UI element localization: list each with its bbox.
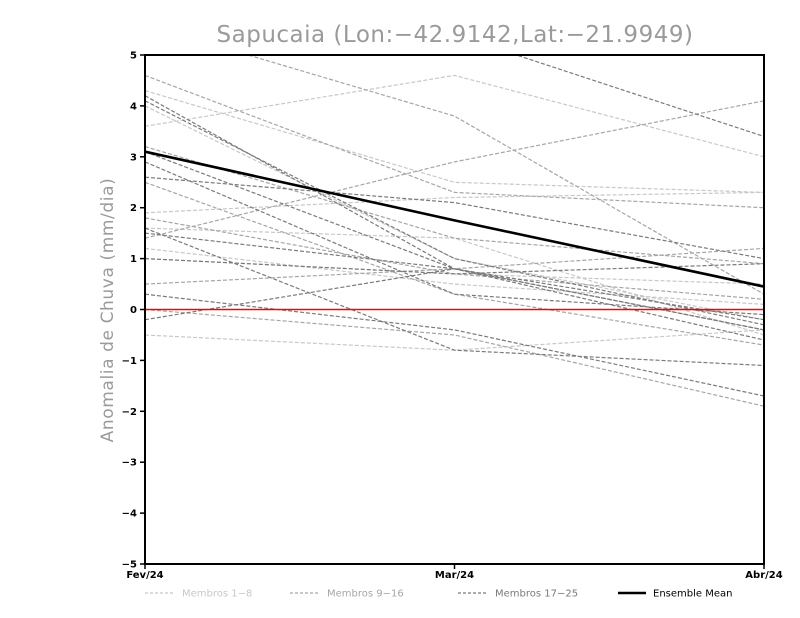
member-line-group3-4 bbox=[145, 232, 764, 331]
member-line-group3-11 bbox=[145, 161, 764, 316]
y-tick-label: 2 bbox=[130, 203, 137, 214]
y-tick-label: 3 bbox=[130, 152, 137, 163]
y-tick-label: −2 bbox=[122, 407, 137, 418]
ensemble-mean-layer bbox=[145, 150, 764, 288]
member-line-group2-1 bbox=[145, 74, 764, 209]
series-layer bbox=[145, 55, 764, 407]
y-tick-label: −3 bbox=[122, 458, 137, 469]
x-axis-ticks: Fev/24 Mar/24 Abr/24 bbox=[126, 564, 783, 581]
y-tick-label: 0 bbox=[130, 305, 137, 316]
legend-label: Membros 17−25 bbox=[495, 589, 578, 600]
member-line-group1-5 bbox=[145, 329, 764, 351]
member-line-group3-8 bbox=[145, 151, 764, 341]
legend-label: Membros 1−8 bbox=[182, 589, 252, 600]
y-tick-label: −1 bbox=[122, 356, 137, 367]
member-line-group3-9 bbox=[145, 227, 764, 367]
chart-title: Sapucaia (Lon:−42.9142,Lat:−21.9949) bbox=[217, 22, 694, 48]
member-line-group1-7 bbox=[145, 105, 764, 321]
y-axis-label: Anomalia de Chuva (mm/dia) bbox=[98, 178, 118, 443]
member-line-group3-3 bbox=[145, 176, 764, 260]
y-tick-label: −5 bbox=[122, 560, 137, 571]
member-line-group3-10 bbox=[514, 55, 764, 137]
member-line-group1-4 bbox=[145, 247, 764, 305]
member-line-group2-6 bbox=[145, 181, 764, 346]
x-tick-label: Fev/24 bbox=[126, 570, 163, 581]
member-line-group2-3 bbox=[145, 146, 764, 265]
member-line-group2-7 bbox=[145, 308, 764, 407]
y-tick-label: 5 bbox=[130, 51, 137, 62]
y-tick-label: 1 bbox=[130, 254, 137, 265]
member-line-group2-2 bbox=[145, 100, 764, 239]
x-tick-label: Mar/24 bbox=[435, 570, 474, 581]
member-line-group1-8 bbox=[145, 258, 764, 285]
member-line-group1-1 bbox=[145, 74, 764, 158]
x-tick-label: Abr/24 bbox=[745, 570, 782, 581]
legend-label: Ensemble Mean bbox=[653, 589, 732, 600]
member-line-group3-6 bbox=[145, 293, 764, 397]
member-line-group3-5 bbox=[145, 258, 764, 275]
ensemble-mean-line bbox=[145, 150, 764, 288]
y-axis-ticks: 5 4 3 2 1 0 −1 −2 −3 −4 −5 bbox=[122, 51, 145, 571]
member-line-group1-3 bbox=[145, 191, 764, 214]
member-line-group2-8 bbox=[245, 55, 764, 295]
legend-label: Membros 9−16 bbox=[327, 589, 404, 600]
legend: Membros 1−8 Membros 9−16 Membros 17−25 Ense… bbox=[145, 589, 732, 600]
y-tick-label: 4 bbox=[130, 101, 137, 112]
y-tick-label: −4 bbox=[122, 509, 137, 520]
member-line-group1-2 bbox=[145, 90, 764, 193]
